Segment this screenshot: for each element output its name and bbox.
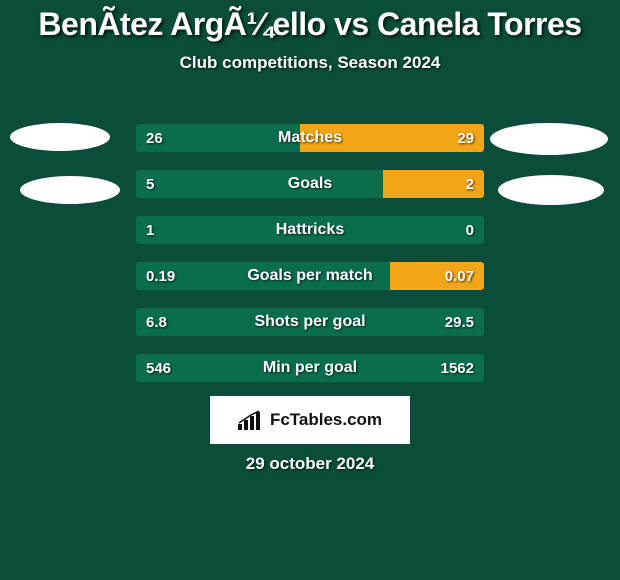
- player-avatar: [498, 175, 604, 205]
- stat-row: 2629Matches: [136, 124, 484, 152]
- stat-label: Goals: [136, 170, 484, 198]
- subtitle: Club competitions, Season 2024: [0, 53, 620, 73]
- player-avatar: [20, 176, 120, 204]
- stat-row: 0.190.07Goals per match: [136, 262, 484, 290]
- stat-label: Shots per goal: [136, 308, 484, 336]
- player-avatar: [10, 123, 110, 151]
- stat-row: 5461562Min per goal: [136, 354, 484, 382]
- brand-badge: FcTables.com: [210, 396, 410, 444]
- player-avatar: [490, 123, 608, 155]
- stat-row: 10Hattricks: [136, 216, 484, 244]
- brand-text: FcTables.com: [270, 410, 382, 430]
- stat-label: Matches: [136, 124, 484, 152]
- stat-rows: 2629Matches 52Goals 10Hattricks 0.190.07Goa…: [136, 124, 484, 400]
- stat-row: 52Goals: [136, 170, 484, 198]
- stat-row: 6.829.5Shots per goal: [136, 308, 484, 336]
- date-text: 29 october 2024: [0, 454, 620, 474]
- stat-label: Goals per match: [136, 262, 484, 290]
- stat-label: Hattricks: [136, 216, 484, 244]
- comparison-card: BenÃ­tez ArgÃ¼ello vs Canela Torres Club…: [0, 0, 620, 580]
- brand-icon: [238, 410, 264, 430]
- page-title: BenÃ­tez ArgÃ¼ello vs Canela Torres: [0, 0, 620, 43]
- stat-label: Min per goal: [136, 354, 484, 382]
